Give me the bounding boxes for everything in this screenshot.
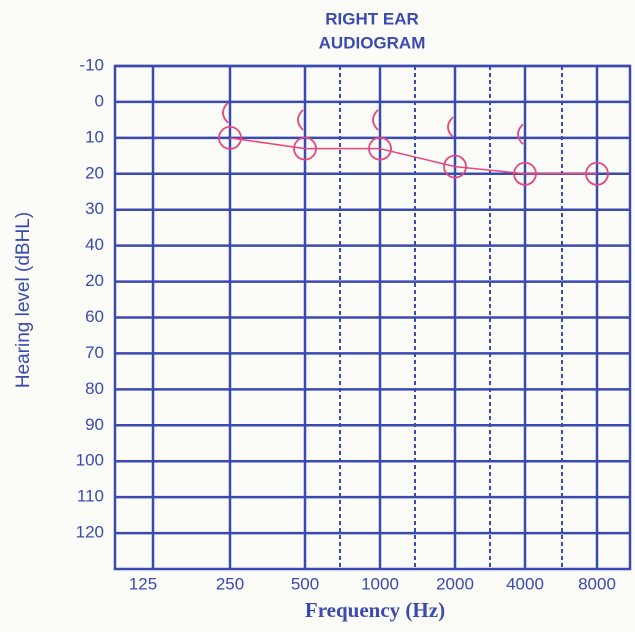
bone-marker bbox=[222, 102, 229, 124]
y-tick-label: 100 bbox=[76, 451, 104, 470]
air-marker bbox=[585, 161, 609, 186]
x-tick-label: 1000 bbox=[361, 574, 399, 593]
y-tick-label: 20 bbox=[85, 163, 104, 182]
y-tick-label: 0 bbox=[95, 91, 104, 110]
air-marker bbox=[293, 136, 317, 161]
y-tick-label: 10 bbox=[85, 127, 104, 146]
y-axis-label: Hearing level (dBHL) bbox=[13, 212, 34, 388]
bone-marker bbox=[517, 123, 524, 145]
bone-marker bbox=[447, 116, 454, 138]
y-tick-label: 120 bbox=[76, 523, 104, 542]
x-tick-label: 2000 bbox=[436, 574, 474, 593]
x-axis-label: Frequency (Hz) bbox=[305, 598, 445, 622]
air-marker bbox=[513, 161, 537, 186]
air-marker bbox=[218, 125, 242, 150]
x-tick-label: 250 bbox=[216, 574, 244, 593]
air-marker bbox=[443, 154, 467, 179]
y-tick-label: 30 bbox=[85, 199, 104, 218]
x-tick-label: 125 bbox=[129, 574, 157, 593]
y-tick-label: 110 bbox=[77, 487, 104, 506]
y-tick-label: -10 bbox=[79, 55, 104, 74]
y-tick-label: 60 bbox=[85, 307, 104, 326]
y-tick-label: 70 bbox=[85, 343, 104, 362]
y-tick-label: 90 bbox=[85, 415, 104, 434]
air-marker bbox=[368, 136, 392, 161]
bone-marker bbox=[297, 109, 304, 131]
y-tick-label: 80 bbox=[85, 379, 104, 398]
bone-marker bbox=[372, 109, 379, 131]
chart-title: AUDIOGRAM bbox=[319, 33, 426, 52]
x-tick-label: 500 bbox=[291, 574, 319, 593]
hearing-line bbox=[229, 137, 597, 175]
y-tick-label: 40 bbox=[85, 235, 104, 254]
x-tick-label: 4000 bbox=[506, 574, 544, 593]
x-tick-label: 8000 bbox=[578, 574, 616, 593]
chart-title: RIGHT EAR bbox=[325, 9, 419, 28]
y-tick-label: 20 bbox=[85, 271, 104, 290]
